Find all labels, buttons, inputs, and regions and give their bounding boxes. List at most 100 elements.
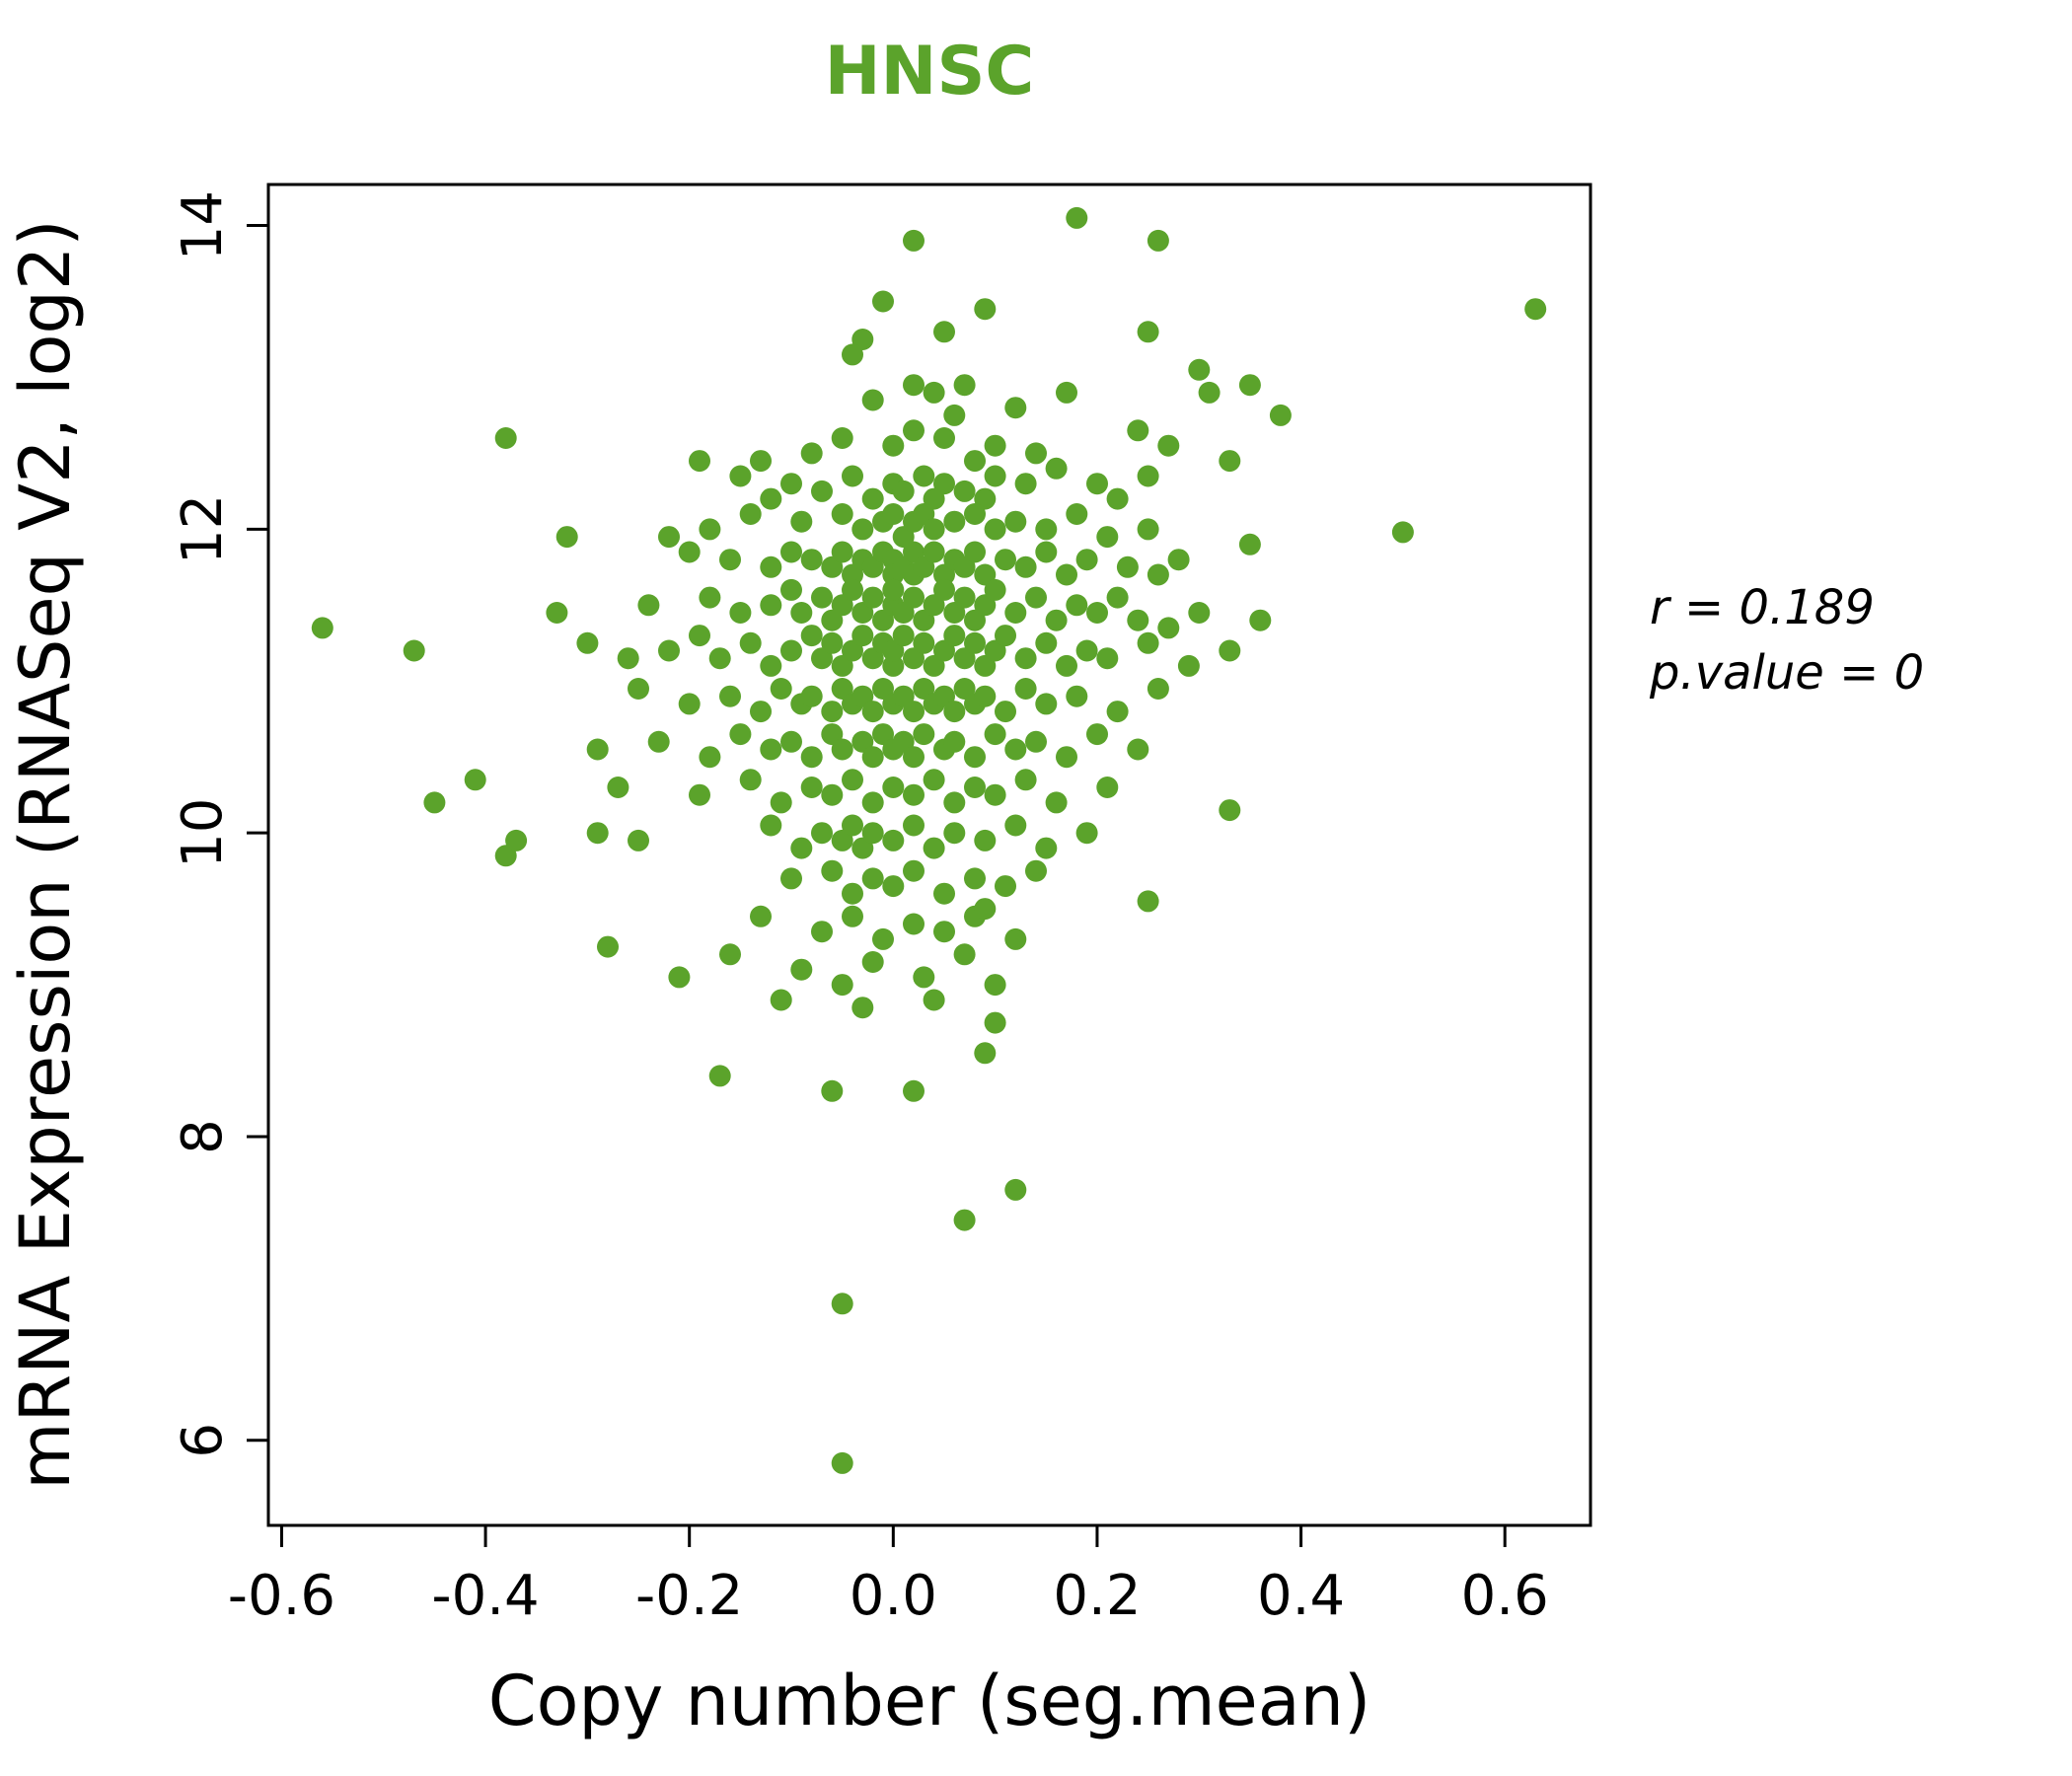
data-point [1219, 450, 1241, 473]
data-point [699, 746, 721, 769]
data-point [964, 746, 986, 769]
data-point [586, 738, 609, 761]
data-point [800, 625, 823, 647]
data-point [800, 685, 823, 707]
data-point [903, 1079, 925, 1102]
data-point [984, 578, 1006, 601]
data-point [953, 480, 976, 502]
data-point [872, 678, 894, 700]
data-point [861, 746, 884, 769]
data-point [1147, 229, 1169, 252]
data-point [903, 586, 925, 609]
data-point [760, 738, 782, 761]
data-point [851, 685, 874, 707]
data-point [872, 290, 894, 313]
data-point [913, 465, 935, 487]
scatter-points [311, 206, 1547, 1474]
data-point [1025, 730, 1047, 753]
data-point [903, 783, 925, 806]
data-point [995, 701, 1016, 723]
data-point [800, 442, 823, 465]
data-point [1014, 769, 1037, 791]
data-point [821, 631, 844, 654]
data-point [1045, 791, 1068, 814]
data-point [1269, 404, 1292, 426]
data-point [464, 769, 486, 791]
data-point [831, 541, 853, 563]
data-point [760, 487, 782, 510]
data-point [546, 602, 568, 624]
data-point [842, 343, 863, 366]
y-tick-label: 14 [171, 190, 235, 260]
data-point [1004, 602, 1027, 624]
data-point [821, 701, 844, 723]
data-point [494, 845, 517, 867]
data-point [1035, 837, 1058, 859]
data-point [821, 609, 844, 631]
data-point [719, 685, 741, 707]
x-tick-label: 0.2 [1053, 1564, 1141, 1628]
data-point [423, 791, 446, 814]
data-point [1137, 465, 1159, 487]
data-point [1004, 927, 1027, 950]
data-point [1198, 381, 1221, 404]
data-point [964, 777, 986, 798]
data-point [1056, 381, 1077, 404]
data-point [923, 381, 945, 404]
data-point [923, 654, 945, 677]
data-point [1004, 1178, 1027, 1201]
data-point [984, 639, 1006, 662]
data-point [1219, 639, 1241, 662]
data-point [1045, 609, 1068, 631]
data-point [953, 678, 976, 700]
data-point [770, 678, 792, 700]
data-point [984, 723, 1006, 746]
data-point [708, 1065, 731, 1087]
data-point [1238, 533, 1261, 555]
data-point [964, 631, 986, 654]
data-point [770, 791, 792, 814]
data-point [974, 898, 997, 921]
data-point [780, 730, 802, 753]
data-point [1056, 563, 1077, 586]
data-point [689, 625, 710, 647]
data-point [1096, 777, 1119, 798]
data-point [974, 298, 997, 321]
data-point [995, 625, 1016, 647]
data-point [974, 685, 997, 707]
data-point [831, 427, 853, 449]
data-point [923, 989, 945, 1011]
data-point [861, 791, 884, 814]
data-point [943, 625, 966, 647]
data-point [872, 609, 894, 631]
data-point [943, 791, 966, 814]
data-point [1075, 822, 1098, 845]
data-point [1188, 358, 1211, 381]
data-point [1127, 738, 1149, 761]
data-point [729, 723, 752, 746]
data-point [750, 701, 772, 723]
x-tick-label: 0.0 [850, 1564, 937, 1628]
data-point [1004, 738, 1027, 761]
data-point [505, 829, 528, 851]
data-point [842, 578, 863, 601]
data-point [1116, 555, 1139, 578]
data-point [933, 321, 955, 343]
data-point [1056, 654, 1077, 677]
data-point [790, 602, 813, 624]
data-point [780, 578, 802, 601]
data-point [689, 450, 710, 473]
data-point [1086, 602, 1108, 624]
data-point [1157, 617, 1180, 639]
data-point [831, 738, 853, 761]
data-point [719, 943, 741, 966]
data-point [933, 639, 955, 662]
data-point [903, 859, 925, 882]
data-point [689, 783, 710, 806]
data-point [861, 822, 884, 845]
data-point [861, 951, 884, 973]
data-point [913, 631, 935, 654]
data-point [1035, 693, 1058, 715]
data-point [821, 1079, 844, 1102]
data-point [943, 510, 966, 533]
